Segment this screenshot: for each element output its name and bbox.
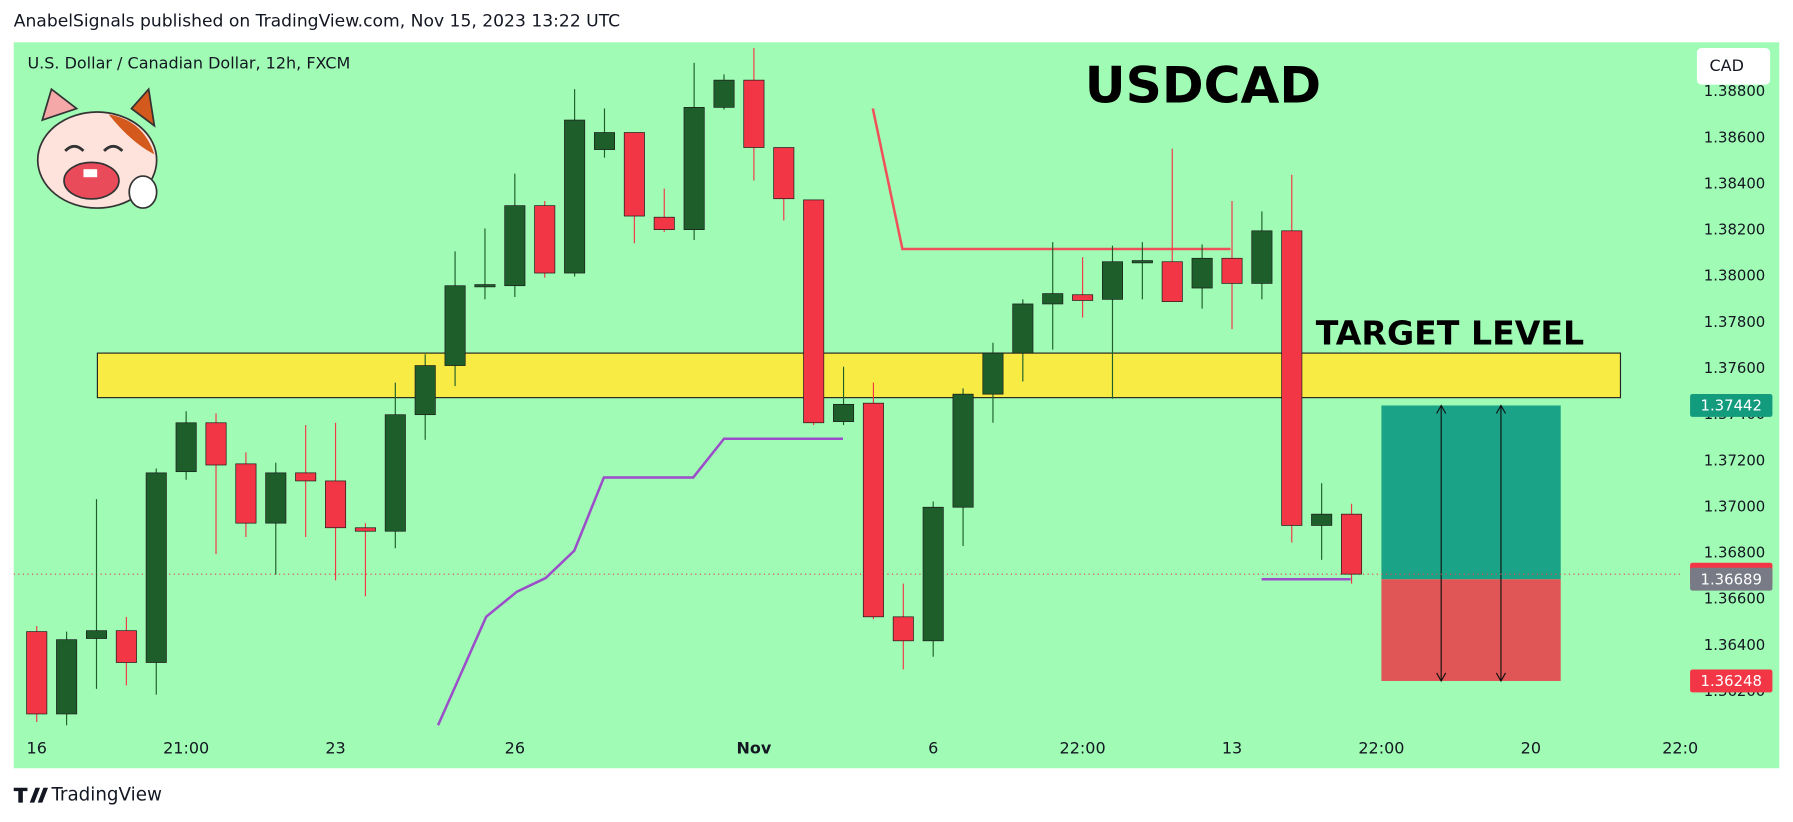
chart-title: USDCAD — [1085, 56, 1321, 115]
candle-body — [922, 506, 944, 642]
candle-body — [653, 216, 675, 230]
indicator-line — [871, 108, 1231, 251]
x-tick-label: 21:00 — [163, 738, 209, 757]
y-tick-label: 1.38600 — [1704, 128, 1765, 146]
candle-body — [743, 79, 765, 148]
price-marker — [1690, 567, 1773, 591]
annotation: TARGET LEVEL — [1316, 313, 1584, 352]
candle-body — [414, 365, 436, 416]
x-tick-label: 13 — [1222, 738, 1242, 757]
candle-body — [982, 352, 1004, 395]
candle-body — [1191, 257, 1213, 289]
x-tick-label: 22:0 — [1662, 738, 1698, 757]
candle-body — [504, 205, 526, 287]
candle-body — [623, 132, 645, 217]
plot-area — [13, 48, 1684, 726]
loss-zone — [1381, 579, 1561, 681]
candle-body — [862, 402, 884, 618]
candle-body — [1281, 230, 1303, 526]
profit-zone — [1381, 405, 1561, 580]
currency-box[interactable] — [1696, 48, 1771, 85]
x-tick-label: 22:00 — [1358, 738, 1404, 757]
candle-body — [803, 199, 825, 424]
x-tick-label: 23 — [325, 738, 345, 757]
candle-body — [444, 285, 466, 366]
x-tick-label: Nov — [736, 738, 771, 757]
candle-body — [56, 639, 78, 715]
arrow-head — [1436, 672, 1447, 683]
arrow-head — [1495, 404, 1507, 414]
candle-body — [713, 79, 735, 108]
candle-body — [384, 414, 406, 532]
y-tick-label: 1.37600 — [1704, 359, 1765, 377]
price-marker-label: 1.36689 — [1701, 570, 1762, 588]
indicator-line — [436, 437, 1351, 726]
y-tick-label: 1.36400 — [1704, 636, 1765, 654]
header: AnabelSignals published on TradingView.c… — [14, 12, 620, 32]
symbol-label: U.S. Dollar / Canadian Dollar, 12h, FXCM — [27, 54, 350, 73]
candle-body — [564, 119, 586, 274]
mascot — [36, 87, 158, 209]
candle-body — [354, 527, 376, 532]
candle-body — [145, 472, 167, 663]
x-tick-label: 6 — [928, 738, 938, 757]
currency-label[interactable]: CAD — [1709, 56, 1743, 75]
candle-body — [1311, 513, 1333, 526]
footer-brand: TradingView — [50, 785, 162, 806]
arrow-head — [1436, 404, 1447, 414]
candle-body — [1251, 230, 1273, 284]
x-tick-label: 20 — [1521, 738, 1541, 757]
y-tick-label: 1.37000 — [1704, 497, 1765, 515]
candle-body — [773, 147, 795, 200]
x-tick-label: 26 — [505, 738, 525, 757]
y-tick-label: 1.38200 — [1704, 221, 1765, 239]
price-axis: 1.362001.364001.366001.368001.370001.372… — [1683, 82, 1773, 700]
y-tick-label: 1.38400 — [1704, 174, 1765, 192]
candle-body — [534, 205, 556, 274]
arrow-head — [1495, 672, 1507, 683]
price-marker-label: 1.37442 — [1701, 397, 1762, 415]
y-tick-label: 1.36800 — [1704, 544, 1765, 562]
y-tick-label: 1.37800 — [1704, 313, 1765, 331]
candle-body — [26, 631, 48, 715]
candle-body — [474, 284, 496, 288]
candle-body — [683, 107, 705, 230]
candle-body — [325, 480, 347, 529]
candle-body — [1072, 294, 1094, 301]
y-tick-label: 1.38800 — [1704, 82, 1765, 100]
candle-body — [85, 630, 107, 639]
candle-body — [265, 472, 287, 524]
candle-body — [205, 422, 227, 466]
candle-body — [952, 393, 974, 508]
candle-body — [1012, 303, 1034, 354]
x-tick-label: 16 — [27, 738, 47, 757]
x-tick-label: 22:00 — [1060, 738, 1106, 757]
candle-body — [175, 422, 197, 473]
candle-body — [1341, 513, 1363, 575]
candle-body — [1161, 261, 1183, 302]
y-tick-label: 1.38000 — [1704, 267, 1765, 285]
footer-logo — [13, 787, 49, 803]
candle-body — [1221, 257, 1243, 284]
candle-body — [235, 463, 257, 524]
price-marker-label: 1.36248 — [1701, 672, 1762, 690]
candle-body — [1131, 260, 1153, 264]
candle-body — [892, 616, 914, 642]
y-tick-label: 1.36600 — [1704, 590, 1765, 608]
y-tick-label: 1.37200 — [1704, 451, 1765, 469]
candle-body — [295, 472, 317, 482]
candle-body — [1042, 293, 1064, 305]
price-marker — [1690, 669, 1773, 693]
candle-body — [593, 132, 615, 150]
candle-body — [115, 630, 137, 663]
price-marker — [1690, 394, 1773, 417]
candle-body — [833, 403, 855, 422]
candle-body — [1101, 261, 1123, 300]
target-zone — [96, 352, 1622, 399]
